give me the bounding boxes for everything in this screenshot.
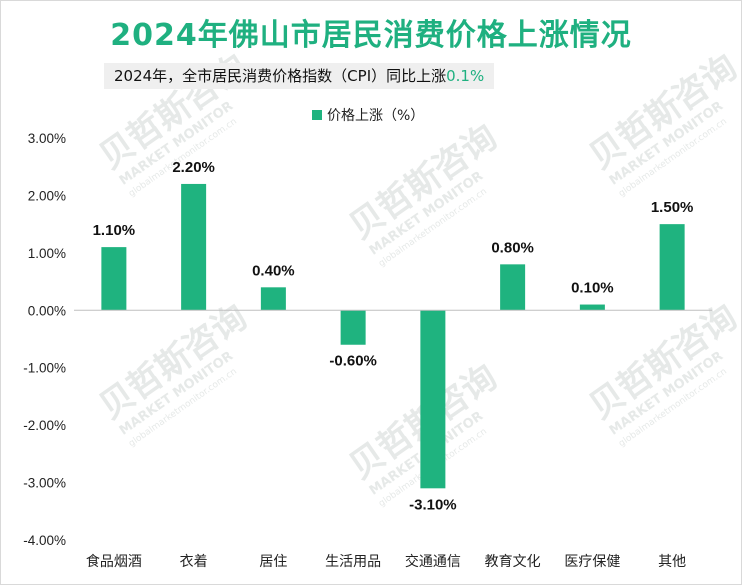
bar-4 bbox=[420, 310, 446, 489]
category-label-5: 教育文化 bbox=[485, 554, 541, 570]
y-tick-label: -2.00% bbox=[23, 418, 66, 433]
y-tick-label: -1.00% bbox=[23, 361, 66, 376]
bar-0 bbox=[101, 247, 127, 311]
value-label-7: 1.50% bbox=[651, 199, 694, 216]
bar-3 bbox=[340, 310, 366, 345]
category-label-4: 交通通信 bbox=[405, 553, 461, 570]
value-label-6: 0.10% bbox=[571, 280, 614, 297]
bar-6 bbox=[579, 304, 605, 311]
y-tick-label: 0.00% bbox=[28, 303, 66, 318]
category-label-7: 其他 bbox=[658, 554, 686, 570]
category-label-0: 食品烟酒 bbox=[86, 553, 142, 570]
chart-title: 2024年佛山市居民消费价格上涨情况 bbox=[110, 18, 632, 53]
category-label-6: 医疗保健 bbox=[564, 554, 620, 570]
category-labels: 食品烟酒 衣着 居住 生活用品 交通通信 教育文化 医疗保健 其他 bbox=[86, 553, 686, 570]
y-tick-label: -4.00% bbox=[23, 533, 66, 548]
legend-swatch bbox=[312, 110, 322, 120]
bar-5 bbox=[500, 264, 526, 311]
y-tick-label: 2.00% bbox=[28, 188, 66, 203]
category-label-1: 衣着 bbox=[180, 554, 208, 570]
value-labels: 1.10% 2.20% 0.40% -0.60% -3.10% 0.80% 0.10% 1.5… bbox=[93, 159, 694, 513]
value-label-5: 0.80% bbox=[491, 239, 534, 256]
bar-2 bbox=[260, 287, 286, 311]
value-label-1: 2.20% bbox=[172, 159, 215, 176]
bar-1 bbox=[181, 183, 207, 311]
subtitle-highlight: 0.1% bbox=[446, 67, 485, 85]
category-label-2: 居住 bbox=[259, 554, 287, 570]
category-label-3: 生活用品 bbox=[325, 554, 381, 570]
legend-label: 价格上涨（%） bbox=[327, 108, 424, 124]
value-label-0: 1.10% bbox=[93, 222, 136, 239]
y-tick-label: 1.00% bbox=[28, 246, 66, 261]
bar-7 bbox=[659, 224, 685, 311]
subtitle-text: 2024年，全市居民消费价格指数（CPI）同比上涨 bbox=[114, 67, 447, 85]
y-tick-label: -3.00% bbox=[23, 476, 66, 491]
value-label-2: 0.40% bbox=[252, 262, 295, 279]
bars bbox=[101, 183, 685, 489]
value-label-3: -0.60% bbox=[329, 353, 377, 370]
value-label-4: -3.10% bbox=[409, 496, 457, 513]
y-tick-label: 3.00% bbox=[28, 131, 66, 146]
y-axis: 3.00% 2.00% 1.00% 0.00% -1.00% -2.00% -3.00% -4… bbox=[23, 131, 66, 548]
chart-subtitle: 2024年，全市居民消费价格指数（CPI）同比上涨0.1% bbox=[104, 63, 495, 89]
legend: 价格上涨（%） bbox=[312, 108, 424, 124]
